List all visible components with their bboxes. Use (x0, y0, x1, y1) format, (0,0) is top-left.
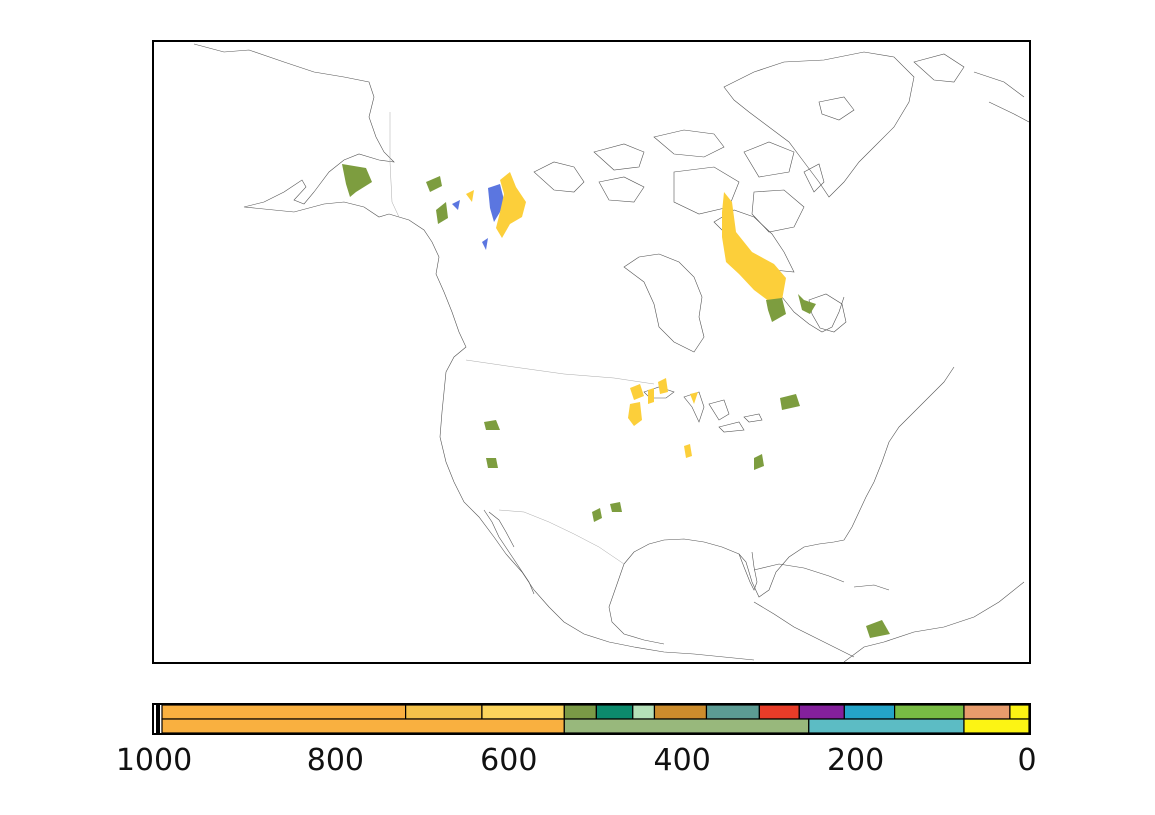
north-america-map (193, 43, 1029, 662)
upper-band-4 (595, 705, 634, 720)
upper-band-1 (405, 705, 483, 720)
atlantic-islands (818, 96, 855, 121)
lower-band-2 (808, 718, 965, 733)
region-nova-scotia-green (780, 394, 800, 410)
region-newfoundland-green (798, 294, 816, 314)
great-lakes (643, 386, 763, 433)
region-texas-green-1 (592, 508, 602, 522)
upper-band-2 (481, 705, 565, 720)
region-idaho-green (484, 420, 500, 430)
newfoundland-coastline (808, 293, 847, 333)
colorbar-start-marker (156, 705, 160, 733)
region-labrador-green (766, 298, 786, 322)
upper-band-9 (798, 705, 845, 720)
colorbar-tick-400: 400 (653, 743, 711, 778)
region-ohio-yellow (684, 444, 692, 458)
alaska-coastline (193, 43, 395, 218)
region-lakes-yellow-1 (630, 384, 644, 400)
coastlines (193, 43, 1029, 662)
region-alaska-west (342, 164, 372, 197)
upper-band-11 (894, 705, 965, 720)
upper-band-5 (632, 705, 656, 720)
region-lakes-yellow-4 (658, 378, 668, 394)
region-texas-green-2 (610, 502, 622, 512)
region-great-bear-blue (488, 184, 504, 222)
colorbar-tick-800: 800 (306, 743, 365, 778)
region-lakes-yellow-3 (648, 388, 654, 404)
region-yukon-north (426, 176, 442, 192)
central-america-coastline (608, 563, 855, 658)
alaska-canada-border (389, 112, 400, 218)
upper-band-8 (758, 705, 800, 720)
region-mackenzie-yellow-1 (466, 190, 474, 202)
region-lakes-yellow-5 (690, 392, 698, 404)
upper-band-10 (843, 705, 896, 720)
baja-coastline (483, 509, 535, 595)
map-panel (152, 40, 1031, 664)
region-chesapeake-green (754, 454, 764, 470)
cuba-coastline (753, 563, 845, 583)
upper-band-12 (963, 705, 1011, 720)
greenland-coastline (723, 51, 915, 198)
colorbar-tick-1000: 1000 (115, 743, 193, 778)
region-utah-green (486, 458, 498, 468)
gulf-coastline (623, 366, 955, 598)
lower-band-0 (161, 718, 565, 733)
anomaly-regions (342, 164, 890, 638)
colorbar-tick-600: 600 (480, 743, 538, 778)
arctic-europe-coastline (913, 53, 1029, 123)
upper-band-7 (705, 705, 760, 720)
upper-band-3 (563, 705, 597, 720)
hispaniola-coastline (853, 584, 890, 591)
hudson-bay-coastline (623, 253, 705, 353)
region-mackenzie-blue-1 (452, 200, 460, 210)
upper-band-0 (161, 705, 407, 720)
us-mexico-border (498, 509, 625, 565)
borders (389, 112, 655, 565)
florida-coastline (738, 551, 758, 591)
us-canada-border (465, 359, 655, 385)
arctic-islands (533, 129, 825, 233)
lower-band-1 (563, 718, 810, 733)
pacific-coastline (388, 213, 755, 661)
colorbar-bands (156, 705, 1029, 733)
region-great-bear-yellow (496, 172, 526, 238)
colorbar-legend (152, 703, 1031, 735)
colorbar-tick-200: 200 (826, 743, 885, 778)
upper-band-13 (1009, 705, 1029, 720)
south-america-coastline (843, 581, 1025, 662)
region-caribbean-green (866, 620, 890, 638)
colorbar-tick-0: 0 (1017, 743, 1037, 778)
upper-band-6 (653, 705, 708, 720)
lower-band-3 (963, 718, 1029, 733)
region-great-bear-blue-2 (482, 238, 488, 250)
region-baffin-yellow (722, 192, 786, 302)
region-yukon-south (436, 202, 448, 224)
region-lakes-yellow-2 (628, 402, 642, 426)
